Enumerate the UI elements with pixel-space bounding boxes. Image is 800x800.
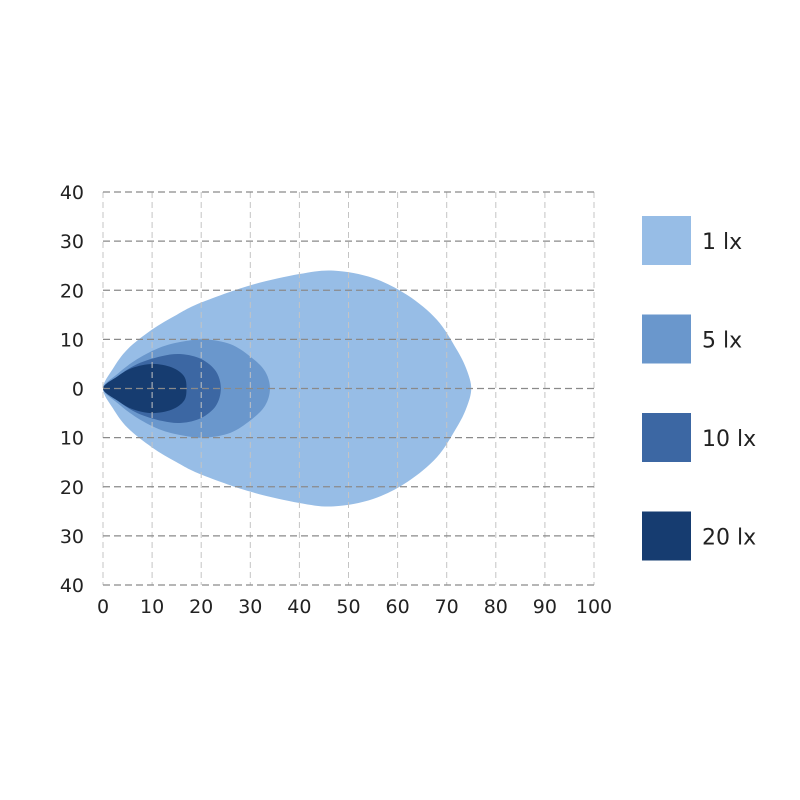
- x-tick-label: 90: [533, 596, 557, 618]
- x-tick-label: 0: [97, 596, 109, 618]
- grid: [102, 191, 595, 586]
- y-tick-label: 40: [60, 182, 84, 204]
- legend-label: 5 lx: [702, 329, 742, 354]
- legend-item: 1 lx: [642, 216, 742, 265]
- y-tick-label: 10: [60, 329, 84, 351]
- legend-label: 20 lx: [702, 526, 756, 551]
- x-tick-label: 100: [576, 596, 612, 618]
- legend-swatch: [642, 413, 691, 462]
- y-tick-labels: 40 30 20 10 0 10 20 30 40: [60, 182, 84, 597]
- x-tick-label: 40: [287, 596, 311, 618]
- legend-label: 1 lx: [702, 230, 742, 255]
- y-tick-label: 20: [60, 477, 84, 499]
- legend-swatch: [642, 216, 691, 265]
- y-tick-label: 30: [60, 526, 84, 548]
- y-tick-label: 30: [60, 231, 84, 253]
- y-tick-label: 10: [60, 428, 84, 450]
- isolux-area-1lx: [103, 270, 472, 507]
- x-tick-label: 80: [484, 596, 508, 618]
- isolux-areas: [103, 270, 472, 507]
- x-tick-label: 10: [140, 596, 164, 618]
- y-tick-label: 40: [60, 575, 84, 597]
- x-tick-label: 60: [386, 596, 410, 618]
- legend-label: 10 lx: [702, 427, 756, 452]
- legend-swatch: [642, 314, 691, 364]
- legend-item: 20 lx: [642, 511, 756, 561]
- x-tick-label: 50: [336, 596, 360, 618]
- legend-item: 10 lx: [642, 413, 756, 462]
- legend-swatch: [642, 511, 691, 561]
- y-tick-label: 0: [72, 379, 84, 401]
- y-tick-label: 20: [60, 280, 84, 302]
- x-tick-label: 20: [189, 596, 213, 618]
- legend-item: 5 lx: [642, 314, 742, 364]
- x-tick-labels: 0 10 20 30 40 50 60 70 80 90 100: [97, 596, 612, 618]
- x-tick-label: 30: [238, 596, 262, 618]
- legend: 1 lx 5 lx 10 lx 20 lx: [642, 216, 756, 561]
- x-tick-label: 70: [435, 596, 459, 618]
- isolux-area-20lx: [103, 363, 187, 414]
